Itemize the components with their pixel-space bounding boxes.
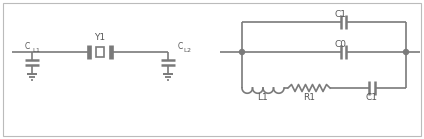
Text: C: C (25, 42, 30, 51)
Text: C0: C0 (335, 40, 347, 49)
Text: C: C (178, 42, 183, 51)
Text: C1: C1 (366, 93, 378, 102)
Text: C1: C1 (335, 10, 347, 19)
Text: L: L (32, 49, 36, 54)
Circle shape (240, 49, 245, 54)
Bar (96, 47, 104, 57)
Text: L1: L1 (258, 93, 268, 102)
Text: L: L (183, 49, 187, 54)
Circle shape (404, 49, 408, 54)
Text: Y1: Y1 (95, 33, 106, 42)
Text: 1: 1 (36, 49, 39, 54)
Text: 2: 2 (187, 49, 190, 54)
Text: R1: R1 (303, 93, 315, 102)
